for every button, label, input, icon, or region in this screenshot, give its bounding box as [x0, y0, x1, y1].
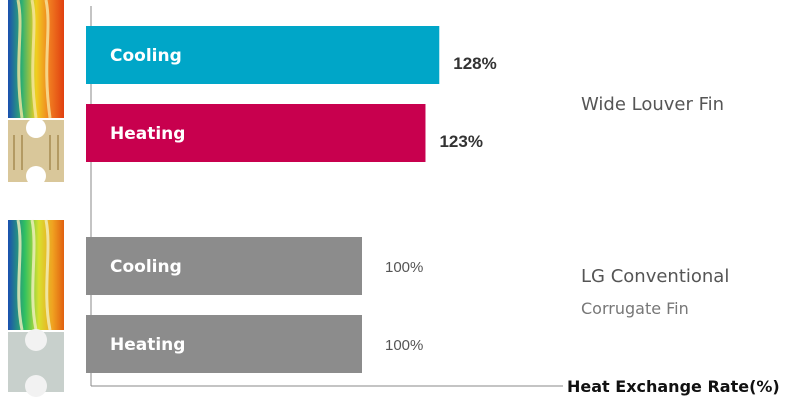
- bar-wide-louver-cooling: [86, 26, 440, 84]
- bar-label-wide-louver-cooling: Cooling: [110, 46, 182, 66]
- bar-label-conventional-heating: Heating: [110, 335, 185, 355]
- wide-louver-fin-image: [8, 0, 64, 186]
- bar-wide-louver-heating: [86, 104, 426, 162]
- bar-label-wide-louver-heating: Heating: [110, 124, 185, 144]
- bar-conventional-cooling: [86, 237, 362, 295]
- group-title-wide-louver: Wide Louver Fin: [581, 94, 724, 115]
- value-label-wide-louver-heating: 123%: [439, 132, 482, 151]
- conventional-fin-image: [8, 219, 64, 397]
- value-label-conventional-cooling: 100%: [385, 259, 423, 276]
- bar-conventional-heating: [86, 315, 362, 373]
- x-axis-title: Heat Exchange Rate(%): [567, 377, 780, 396]
- group-title-conventional: LG Conventional: [581, 266, 729, 287]
- value-label-wide-louver-cooling: 128%: [453, 54, 496, 73]
- bar-label-conventional-cooling: Cooling: [110, 257, 182, 277]
- bars-layer: Cooling 128% Heating 123% Cooling 100% Heating…: [86, 26, 497, 373]
- group-subtitle-conventional: Corrugate Fin: [581, 299, 689, 318]
- value-label-conventional-heating: 100%: [385, 337, 423, 354]
